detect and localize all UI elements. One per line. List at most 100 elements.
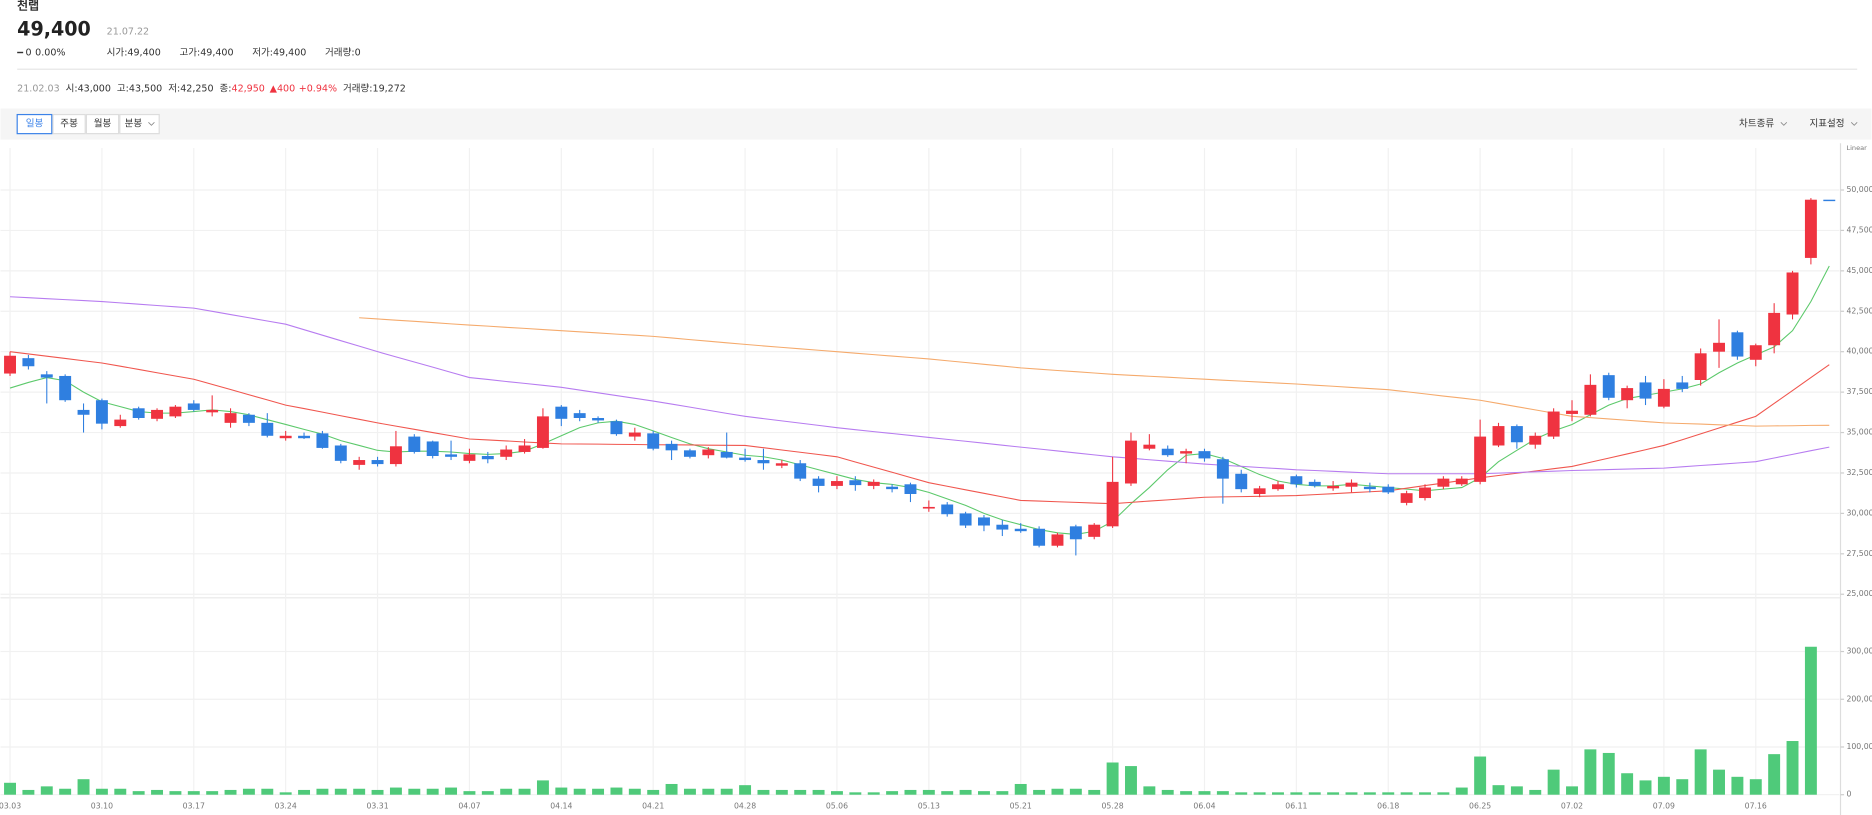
candle-body	[1033, 528, 1046, 546]
menu[interactable]: 차트종류	[1739, 118, 1774, 130]
volume-bar	[95, 788, 108, 795]
volume-bar	[702, 788, 715, 795]
stat-value: 0	[355, 47, 361, 58]
candle-body	[1327, 485, 1340, 489]
candle-body	[739, 457, 752, 461]
candle-body	[1014, 528, 1027, 532]
candle-body	[132, 408, 145, 418]
volume-bar	[536, 780, 549, 795]
volume-bar	[1768, 754, 1781, 795]
y-tick-label: 37,500	[1846, 387, 1872, 396]
volume-bar	[261, 788, 274, 795]
candle-body	[1786, 272, 1799, 315]
volume-bar	[1731, 776, 1744, 795]
volume-bar	[1566, 786, 1578, 795]
candle-body	[830, 481, 843, 486]
volume-bar	[1198, 791, 1211, 795]
volume-bar	[1676, 779, 1689, 795]
y-tick-label: 35,000	[1846, 428, 1872, 437]
volume-bar	[1621, 773, 1634, 795]
volume-bar	[978, 791, 990, 795]
y-tick-label: 27,500	[1846, 549, 1872, 558]
volume-bar	[849, 792, 862, 795]
candle-body	[996, 524, 1009, 530]
candle-body	[775, 463, 788, 466]
volume-bar	[1253, 792, 1266, 795]
stat: 시가:49,400	[107, 47, 161, 58]
candle-body	[481, 455, 494, 460]
volume-bar	[389, 787, 402, 795]
info-value: 43,000	[78, 83, 111, 94]
volume-bar	[77, 779, 90, 795]
info-label: 고:	[117, 83, 129, 94]
volume-bar	[1014, 783, 1027, 795]
volume-bar	[1088, 789, 1101, 795]
moving-average-line	[9, 296, 1830, 475]
volume-bar	[1804, 646, 1817, 795]
volume-bar	[1474, 756, 1487, 795]
candle-body	[628, 432, 641, 437]
period-tab-label[interactable]: 일봉	[26, 119, 44, 130]
candle-body	[1621, 388, 1634, 401]
period-tab[interactable]	[16, 113, 53, 135]
candle-body	[518, 445, 531, 452]
candle-body	[922, 506, 935, 509]
volume-bar	[1180, 791, 1193, 795]
candle-body	[1069, 526, 1082, 540]
candle-body	[1510, 426, 1523, 443]
candle-body	[1143, 444, 1156, 449]
candle-body	[389, 446, 402, 465]
candle-body	[1400, 493, 1413, 503]
volume-bar	[481, 791, 494, 795]
period-tab-label[interactable]: 월봉	[94, 118, 112, 130]
candle-body	[187, 403, 200, 410]
x-tick-label: 05.21	[1010, 802, 1032, 811]
volume-bar	[1529, 789, 1542, 795]
volume-bar	[1749, 779, 1762, 795]
period-tab[interactable]	[119, 113, 160, 135]
candle-body	[867, 481, 880, 486]
price: 49,400	[17, 17, 91, 40]
period-tab[interactable]	[85, 113, 120, 135]
volume-bar	[500, 788, 513, 795]
menu[interactable]: 지표설정	[1809, 119, 1844, 130]
candle-body	[959, 513, 972, 526]
volume-bar	[1547, 769, 1560, 795]
moving-average-line	[9, 265, 1830, 536]
candle-body	[77, 409, 90, 415]
volume-bar	[242, 788, 255, 795]
candle-body	[647, 433, 660, 449]
x-tick-label: 04.07	[458, 802, 480, 811]
period-tab-label[interactable]: 주봉	[60, 119, 78, 130]
candle-body	[1749, 345, 1762, 360]
y-tick-label: 32,500	[1846, 468, 1872, 477]
period-tab[interactable]	[52, 113, 86, 135]
candle-body	[1161, 448, 1174, 456]
candle-body	[1676, 382, 1689, 389]
x-tick-label: 03.10	[91, 802, 113, 811]
candle-body	[1419, 487, 1431, 499]
y-tick-label: 40,000	[1846, 347, 1872, 356]
volume-bar	[573, 788, 586, 795]
candle-body	[371, 460, 384, 465]
volume-bar	[610, 787, 623, 795]
volume-bar	[867, 792, 880, 795]
stat-value: 49,400	[200, 47, 233, 58]
y-tick-label: 25,000	[1846, 589, 1872, 598]
candle-body	[1345, 482, 1358, 487]
candle-body	[1235, 473, 1248, 490]
period-tab-label[interactable]: 분봉	[125, 119, 143, 130]
candle-body	[1198, 451, 1211, 459]
volume-bar	[1602, 752, 1615, 795]
candle-body	[1731, 332, 1744, 357]
candle-body	[334, 445, 347, 461]
volume-bar	[224, 789, 237, 795]
dropdown-caret	[148, 122, 155, 126]
candle-body	[812, 478, 825, 486]
x-tick-label: 06.11	[1285, 802, 1307, 811]
candle-body	[279, 435, 292, 439]
x-tick-label: 07.16	[1745, 802, 1767, 811]
candle-body	[169, 406, 182, 417]
volume-bar	[1657, 776, 1670, 795]
info-value: 43,500	[129, 83, 162, 94]
